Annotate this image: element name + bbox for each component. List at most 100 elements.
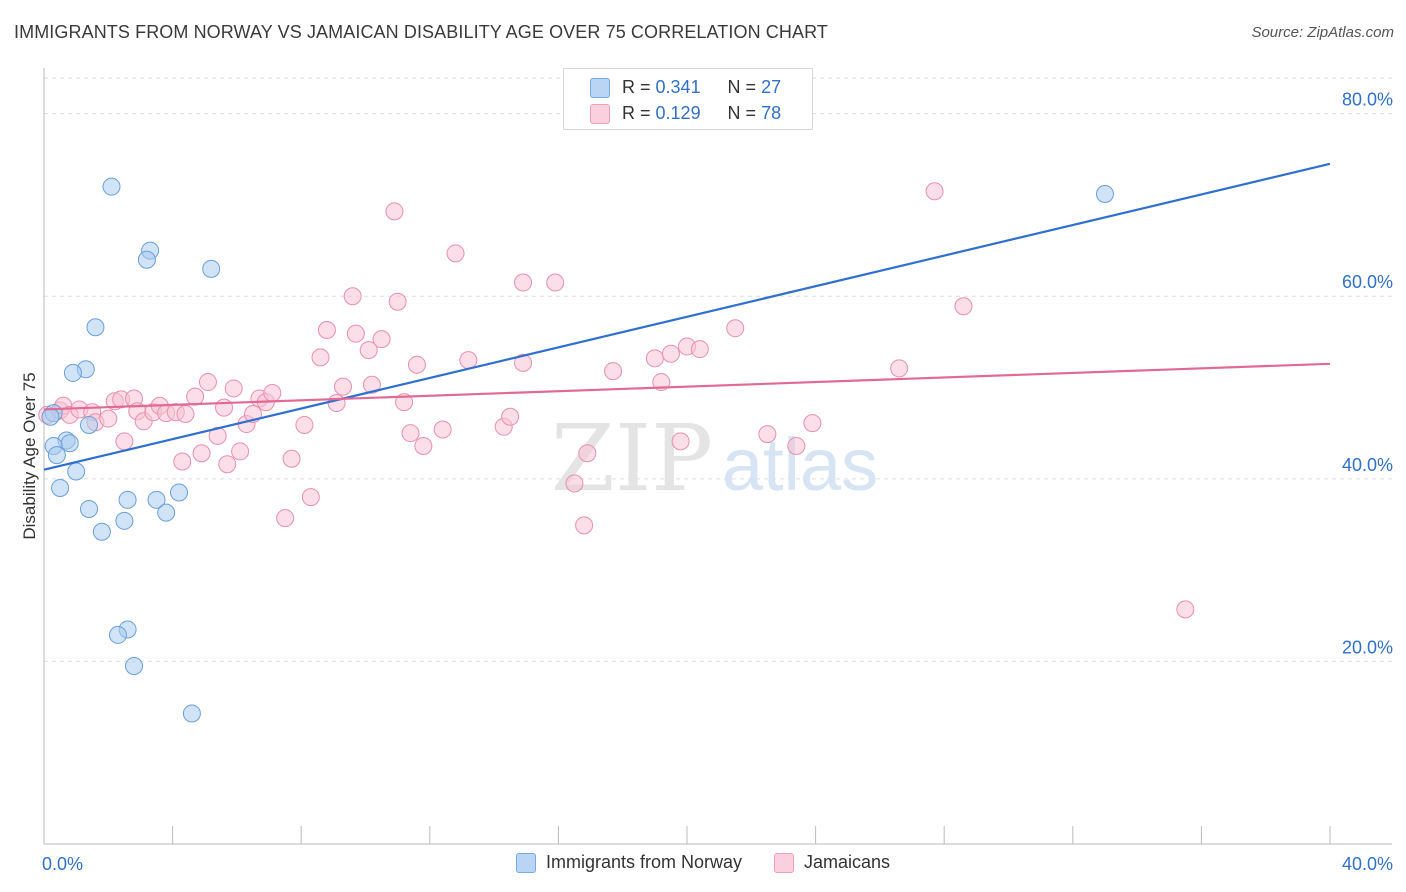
data-point-jamaicans [276,509,295,528]
data-point-jamaicans [446,244,465,263]
data-point-jamaicans [231,442,250,461]
stats-legend: R = 0.341 N = 27 R = 0.129 N = 78 [563,68,813,130]
y-axis-label: Disability Age Over 75 [20,372,39,539]
data-point-jamaicans [501,407,520,426]
data-point-norway [102,177,121,196]
data-point-jamaicans [514,353,533,372]
jamaica-swatch [590,103,610,124]
data-point-jamaicans [218,455,237,474]
data-point-jamaicans [362,375,381,394]
legend-label-norway: Immigrants from Norway [545,852,742,872]
n-value: 27 [761,77,782,97]
data-point-norway [118,490,137,509]
source-label: Source: ZipAtlas.com [1251,24,1394,41]
tick-labels: 20.0% 40.0% 60.0% 80.0% 0.0% 40.0% [42,90,1393,874]
data-point-norway [137,250,156,269]
data-point-jamaicans [173,452,192,471]
data-point-jamaicans [758,425,777,444]
data-point-norway [125,656,144,675]
data-point-norway [80,499,99,518]
data-point-norway [51,478,70,497]
norway-swatch [590,77,610,98]
data-point-norway [60,434,79,453]
r-label: R = [622,77,651,97]
data-point-jamaicans [925,182,944,201]
data-point-norway [115,511,134,530]
n-label: N = [727,103,757,123]
data-point-norway [67,462,86,481]
data-point-jamaicans [343,287,362,306]
data-point-jamaicans [690,340,709,359]
data-point-jamaicans [433,420,452,439]
data-point-jamaicans [787,436,806,455]
y-tick-label: 60.0% [1342,272,1393,292]
data-point-jamaicans [407,355,426,374]
axes [43,68,1392,845]
data-point-jamaicans [359,341,378,360]
legend-label-jamaicans: Jamaicans [803,852,891,872]
x-tick-label: 40.0% [1342,854,1393,874]
data-point-jamaicans [333,377,352,396]
data-point-norway [170,483,189,502]
n-label: N = [727,77,757,97]
data-point-jamaicans [186,387,205,406]
data-point-norway [41,407,60,426]
data-point-jamaicans [514,273,533,292]
data-point-jamaicans [215,398,234,417]
jamaica-legend-swatch [773,852,794,873]
series-norway [41,177,1114,723]
data-point-jamaicans [803,414,822,433]
trend-line-jamaicans [43,362,1331,411]
y-tick-label: 20.0% [1342,637,1393,657]
data-point-norway [202,259,221,278]
watermark: ZIP atlas [551,405,878,512]
data-point-jamaicans [263,384,282,403]
data-point-jamaicans [604,362,623,381]
x-tick-label: 0.0% [42,854,83,874]
data-point-jamaicans [546,273,565,292]
data-point-jamaicans [645,349,664,368]
data-point-norway [157,503,176,522]
data-point-jamaicans [661,344,680,363]
stats-row-jamaica: R = 0.129 N = 78 [590,103,781,124]
data-point-jamaicans [99,409,118,428]
norway-legend-swatch [515,852,536,873]
trend-lines [43,162,1331,471]
data-point-jamaicans [327,394,346,413]
stats-row-norway: R = 0.341 N = 27 [590,77,781,98]
data-point-jamaicans [671,432,690,451]
data-point-jamaicans [726,319,745,338]
data-point-norway [86,318,105,337]
legend-item-jamaicans[interactable]: Jamaicans [773,852,891,873]
data-point-norway [92,522,111,541]
data-point-norway [147,490,166,509]
r-value: 0.341 [655,77,701,97]
data-point-jamaicans [282,449,301,468]
data-point-jamaicans [954,297,973,316]
data-point-jamaicans [176,405,195,424]
data-point-jamaicans [372,330,391,349]
legend-item-norway[interactable]: Immigrants from Norway [515,852,742,873]
watermark-atlas: atlas [722,423,878,506]
data-point-jamaicans [385,202,404,221]
data-point-jamaicans [192,444,211,463]
data-point-jamaicans [578,444,597,463]
data-point-jamaicans [198,373,217,392]
data-point-jamaicans [459,351,478,370]
data-point-jamaicans [295,415,314,434]
data-point-jamaicans [388,292,407,311]
bottom-legend: Immigrants from Norway Jamaicans [0,852,1406,873]
data-point-jamaicans [1176,600,1195,619]
chart-title: IMMIGRANTS FROM NORWAY VS JAMAICAN DISAB… [14,22,828,42]
data-point-jamaicans [346,324,365,343]
data-point-norway [108,625,127,644]
data-point-norway [63,363,82,382]
data-point-norway [80,415,99,434]
data-point-jamaicans [401,424,420,443]
r-label: R = [622,103,651,123]
series-jamaicans [38,182,1195,619]
data-point-norway [182,704,201,723]
y-tick-label: 80.0% [1342,90,1393,110]
data-point-jamaicans [115,432,134,451]
